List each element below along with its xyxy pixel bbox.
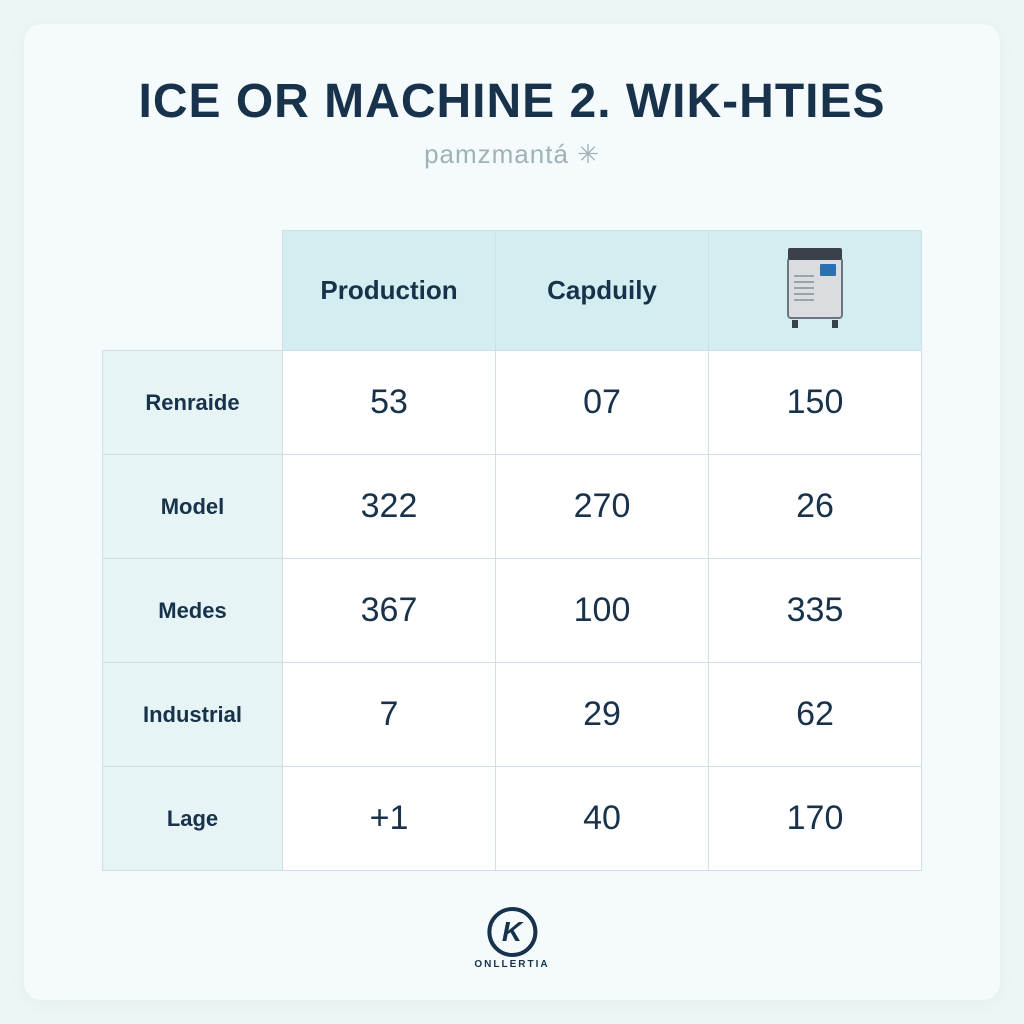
- cell: 62: [709, 663, 922, 767]
- cell: 335: [709, 559, 922, 663]
- cell: 26: [709, 455, 922, 559]
- cell: 270: [496, 455, 709, 559]
- cell: 367: [283, 559, 496, 663]
- brand-name: ONLLERTIA: [474, 959, 549, 970]
- table-header-row: Production Capduily: [103, 231, 922, 351]
- ice-machine-icon: [780, 242, 850, 339]
- row-label: Industrial: [103, 663, 283, 767]
- footer-logo: K ONLLERTIA: [474, 907, 549, 970]
- col-header-production: Production: [283, 231, 496, 351]
- col-header-capduily: Capduily: [496, 231, 709, 351]
- table-row: Renraide 53 07 150: [103, 351, 922, 455]
- cell: 29: [496, 663, 709, 767]
- row-label: Lage: [103, 767, 283, 871]
- table-row: Medes 367 100 335: [103, 559, 922, 663]
- row-label: Medes: [103, 559, 283, 663]
- cell: 170: [709, 767, 922, 871]
- comparison-table-wrap: Production Capduily: [102, 230, 922, 871]
- cell: 07: [496, 351, 709, 455]
- page-subtitle: pamzmantá ✳: [24, 139, 1000, 170]
- col-header-machine: [709, 231, 922, 351]
- comparison-table: Production Capduily: [102, 230, 922, 871]
- cell: 53: [283, 351, 496, 455]
- table-row: Model 322 270 26: [103, 455, 922, 559]
- row-label: Model: [103, 455, 283, 559]
- table-row: Industrial 7 29 62: [103, 663, 922, 767]
- table-corner-cell: [103, 231, 283, 351]
- cell: +1: [283, 767, 496, 871]
- table-row: Lage +1 40 170: [103, 767, 922, 871]
- cell: 7: [283, 663, 496, 767]
- page-title: ICE OR MACHINE 2. WIK-HTIES: [24, 74, 1000, 129]
- cell: 40: [496, 767, 709, 871]
- logo-letter: K: [502, 916, 522, 948]
- row-label: Renraide: [103, 351, 283, 455]
- cell: 150: [709, 351, 922, 455]
- cell: 100: [496, 559, 709, 663]
- infographic-card: ICE OR MACHINE 2. WIK-HTIES pamzmantá ✳ …: [24, 24, 1000, 1000]
- cell: 322: [283, 455, 496, 559]
- logo-circle-icon: K: [487, 907, 537, 957]
